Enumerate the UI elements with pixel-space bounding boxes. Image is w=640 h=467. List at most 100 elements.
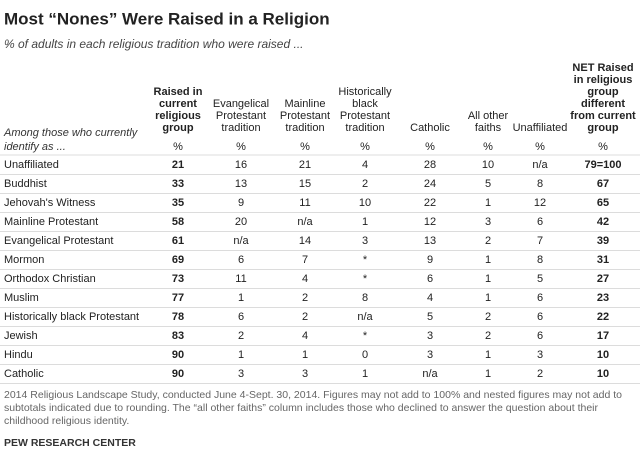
cell: 3 [362,235,368,247]
cell: 90 [172,349,184,361]
cell: 3 [302,368,308,380]
unit-label: % [300,141,310,153]
cell: 6 [537,311,543,323]
cell: 1 [485,273,491,285]
cell: 3 [427,330,433,342]
column-header: Protestant [340,110,390,122]
cell: 5 [427,311,433,323]
column-header: black [352,98,378,110]
cell: 10 [482,159,494,171]
row-header: Among those who currently [3,127,139,139]
cell: 3 [238,368,244,380]
cell: 10 [359,197,371,209]
cell: 73 [172,273,184,285]
cell: 1 [302,349,308,361]
cell: 10 [597,349,609,361]
column-header: NET Raised [572,62,633,74]
cell: n/a [297,216,313,228]
cell: 6 [238,311,244,323]
cell: 4 [362,159,368,171]
unit-label: % [173,141,183,153]
cell: 5 [537,273,543,285]
cell: 8 [537,178,543,190]
table-figure: Most “Nones” Were Raised in a Religion %… [0,9,640,384]
cell: 42 [597,216,609,228]
row-header: identify as ... [4,141,66,153]
cell: 33 [172,178,184,190]
cell: 61 [172,235,184,247]
cell: 22 [597,311,609,323]
row-label: Evangelical Protestant [4,235,113,247]
cell: 17 [597,330,609,342]
cell: 1 [485,292,491,304]
cell: 67 [597,178,609,190]
cell: 2 [238,330,244,342]
unit-label: % [236,141,246,153]
cell: 1 [485,349,491,361]
cell: n/a [357,311,373,323]
unit-label: % [598,141,608,153]
column-header: Mainline [285,98,326,110]
cell: 21 [172,159,184,171]
cell: 6 [537,216,543,228]
cell: 83 [172,330,184,342]
cell: 0 [362,349,368,361]
cell: 28 [424,159,436,171]
row-label: Buddhist [4,178,47,190]
cell: 4 [302,273,308,285]
cell: 79=100 [584,159,621,171]
cell: 6 [238,254,244,266]
cell: 2 [302,292,308,304]
cell: 1 [485,197,491,209]
cell: 2 [485,235,491,247]
column-header: different [581,98,625,110]
cell: n/a [233,235,249,247]
cell: 31 [597,254,609,266]
cell: 35 [172,197,184,209]
cell: 15 [299,178,311,190]
cell: 13 [235,178,247,190]
unit-label: % [535,141,545,153]
row-label: Mainline Protestant [4,216,98,228]
column-header: tradition [345,122,384,134]
cell: 8 [537,254,543,266]
column-header: from current [570,110,636,122]
cell: 6 [537,330,543,342]
cell: 2 [485,330,491,342]
cell: 9 [238,197,244,209]
column-header: Raised in [154,86,203,98]
cell: 20 [235,216,247,228]
cell: 90 [172,368,184,380]
cell: 1 [485,368,491,380]
cell: 1 [362,368,368,380]
cell: 3 [427,349,433,361]
cell: 39 [597,235,609,247]
cell: 27 [597,273,609,285]
column-header: group [587,122,618,134]
row-label: Hindu [4,349,33,361]
cell: 22 [424,197,436,209]
cell: 24 [424,178,436,190]
subtitle: % of adults in each religious tradition … [4,37,304,51]
column-header: Protestant [280,110,330,122]
column-header: group [587,86,618,98]
column-header: faiths [475,122,502,134]
cell: 77 [172,292,184,304]
source: PEW RESEARCH CENTER [4,437,136,449]
column-header: Evangelical [213,98,269,110]
unit-label: % [425,141,435,153]
unit-label: % [360,141,370,153]
cell: 1 [485,254,491,266]
footnote: 2014 Religious Landscape Study, conducte… [4,389,622,427]
cell: 13 [424,235,436,247]
row-label: Jewish [4,330,38,342]
row-label: Orthodox Christian [4,273,96,285]
column-header: All other [468,110,509,122]
cell: 11 [235,273,246,285]
column-header: Unaffiliated [513,122,568,134]
cell: 1 [238,292,244,304]
column-header: Historically [338,86,392,98]
unit-label: % [483,141,493,153]
column-header: current [159,98,197,110]
cell: 14 [299,235,311,247]
